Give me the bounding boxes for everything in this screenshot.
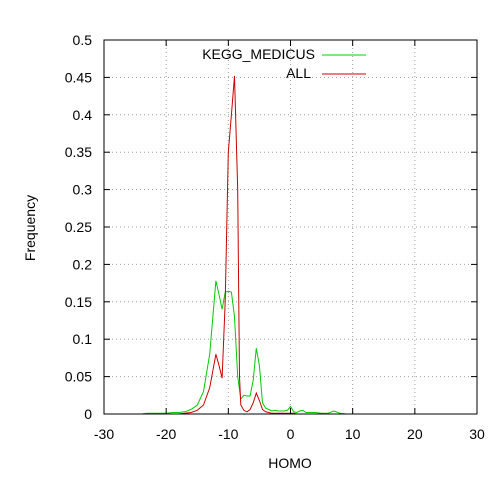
y-tick-label: 0.25 (65, 219, 92, 235)
x-tick-label: 10 (345, 426, 361, 442)
y-tick-label: 0.2 (73, 256, 93, 272)
legend-label-kegg-medicus: KEGG_MEDICUS (202, 46, 315, 62)
x-tick-label: -30 (94, 426, 114, 442)
y-tick-label: 0.45 (65, 69, 92, 85)
series-lines (135, 75, 353, 415)
y-tick-label: 0.35 (65, 144, 92, 160)
axis-ticks (103, 39, 478, 415)
x-axis-label: HOMO (268, 455, 312, 471)
x-tick-label: -10 (218, 426, 238, 442)
tick-labels: -30 -20 -10 0 10 20 30 0 0.05 0.1 0.15 0.2 0.25 0.3 0.… (65, 32, 485, 442)
x-tick-label: 20 (407, 426, 423, 442)
gridlines (104, 40, 477, 414)
series-line-all (135, 75, 353, 415)
y-tick-label: 0.3 (73, 182, 93, 198)
y-tick-label: 0.05 (65, 369, 92, 385)
y-axis-label: Frequency (22, 195, 38, 261)
series-line-kegg-medicus (135, 280, 353, 415)
legend-label-all: ALL (286, 65, 311, 81)
y-tick-label: 0.4 (73, 107, 93, 123)
x-tick-label: 0 (287, 426, 295, 442)
y-tick-label: 0.5 (73, 32, 93, 48)
y-tick-label: 0.1 (73, 331, 93, 347)
x-tick-label: -20 (156, 426, 176, 442)
legend: KEGG_MEDICUS ALL (202, 46, 366, 81)
x-tick-label: 30 (469, 426, 485, 442)
y-tick-label: 0 (84, 406, 92, 422)
y-tick-label: 0.15 (65, 294, 92, 310)
